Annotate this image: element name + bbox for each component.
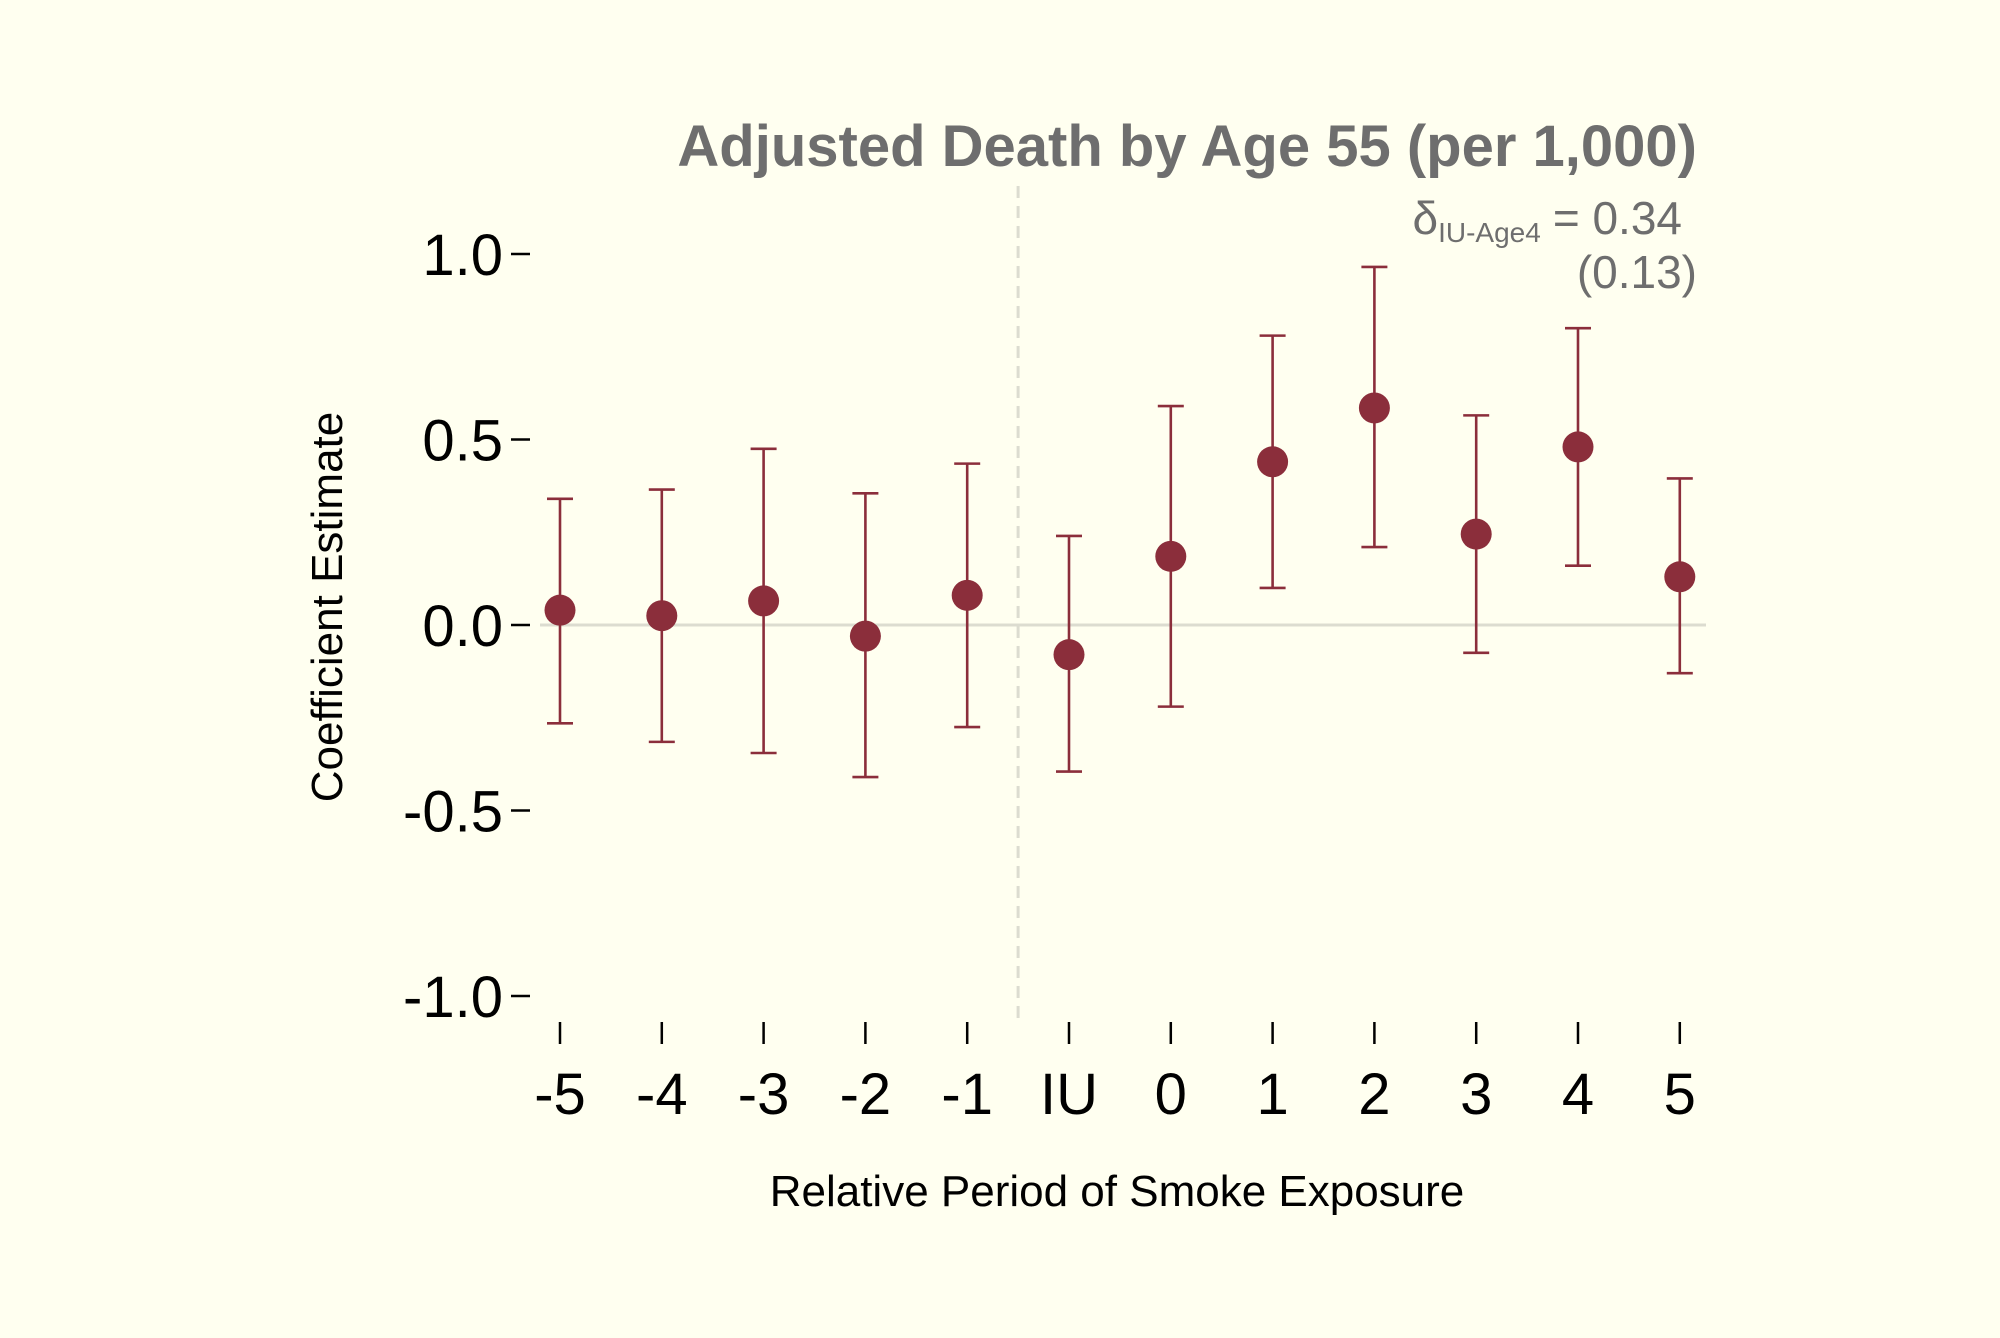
point-estimate bbox=[1358, 392, 1390, 424]
point-estimate bbox=[849, 620, 881, 652]
point-estimate bbox=[1155, 540, 1187, 572]
x-tick-label: -1 bbox=[941, 1062, 993, 1127]
point-estimate bbox=[1562, 431, 1594, 463]
y-axis-label: Coefficient Estimate bbox=[303, 412, 352, 802]
point-estimate bbox=[951, 579, 983, 611]
x-tick-label: 5 bbox=[1664, 1062, 1696, 1127]
x-tick-label: 0 bbox=[1155, 1062, 1187, 1127]
point-estimate bbox=[1257, 446, 1289, 478]
y-axis: 1.0 0.5 0.0 -0.5 -1.0 bbox=[403, 223, 530, 1030]
y-tick-label: 1.0 bbox=[422, 223, 503, 288]
x-tick-label: -4 bbox=[636, 1062, 688, 1127]
x-tick-label: -2 bbox=[840, 1062, 892, 1127]
point-estimate bbox=[544, 594, 576, 626]
point-estimate bbox=[646, 600, 678, 632]
x-tick-label: -3 bbox=[738, 1062, 790, 1127]
x-axis: -5 -4 -3 -2 -1 IU 0 1 2 3 4 5 bbox=[534, 1022, 1696, 1127]
y-tick-label: 0.0 bbox=[422, 594, 503, 659]
delta-value: = 0.34 bbox=[1553, 192, 1682, 244]
point-estimate bbox=[1664, 561, 1696, 593]
point-estimate bbox=[1460, 518, 1492, 550]
delta-standard-error: (0.13) bbox=[1577, 246, 1697, 298]
x-tick-label: -5 bbox=[534, 1062, 586, 1127]
x-tick-label: 1 bbox=[1256, 1062, 1288, 1127]
x-tick-label: 3 bbox=[1460, 1062, 1492, 1127]
point-estimate bbox=[748, 585, 780, 617]
y-tick-label: 0.5 bbox=[422, 409, 503, 474]
delta-subscript: IU-Age4 bbox=[1438, 217, 1541, 248]
delta-annotation: δIU-Age4 = 0.34 (0.13) bbox=[1412, 192, 1697, 298]
x-tick-label: 4 bbox=[1562, 1062, 1594, 1127]
point-estimate bbox=[1053, 639, 1085, 671]
data-marks bbox=[544, 265, 1696, 779]
reference-lines bbox=[540, 186, 1706, 1024]
y-tick-label: -1.0 bbox=[403, 965, 503, 1030]
x-tick-label: IU bbox=[1040, 1062, 1098, 1127]
delta-symbol: δ bbox=[1412, 192, 1438, 244]
delta-estimate: δIU-Age4 = 0.34 bbox=[1412, 192, 1682, 248]
x-axis-label: Relative Period of Smoke Exposure bbox=[770, 1167, 1465, 1216]
x-tick-label: 2 bbox=[1358, 1062, 1390, 1127]
y-tick-label: -0.5 bbox=[403, 780, 503, 845]
chart-title: Adjusted Death by Age 55 (per 1,000) bbox=[677, 114, 1697, 179]
